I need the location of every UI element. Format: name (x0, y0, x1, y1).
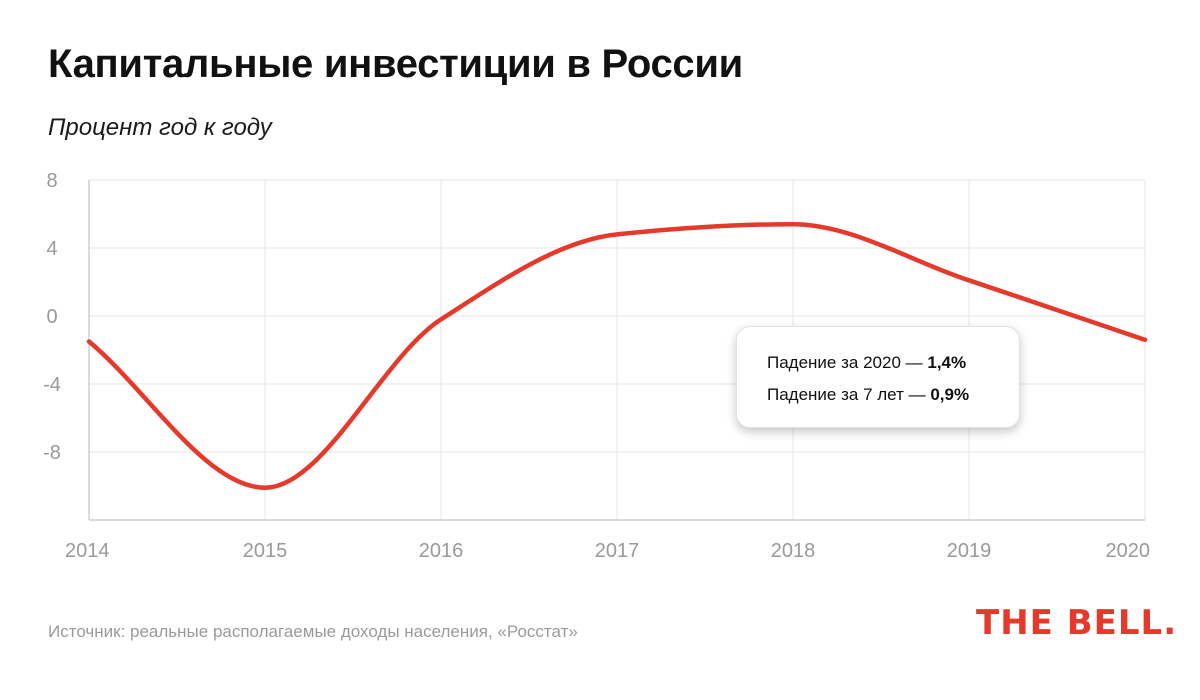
annotation-text: Падение за 2020 — (767, 353, 928, 372)
brand-logo: THE BELL. (976, 603, 1177, 643)
series-lines (86, 221, 1148, 490)
logo-dot: . (1163, 603, 1178, 643)
x-tick-label: 2019 (947, 540, 992, 562)
chart-subtitle: Процент год к году (48, 114, 272, 141)
y-tick-label: 0 (46, 306, 57, 328)
chart-title: Капитальные инвестиции в России (48, 42, 743, 86)
annotation-value: 1,4% (927, 353, 967, 372)
y-tick-label: 8 (46, 170, 57, 192)
axis-labels: 8 4 0 -4 -8 2014 2015 2016 2017 2018 2019 2020 (43, 170, 1150, 562)
x-tick-label: 2018 (771, 540, 816, 562)
y-tick-label: -4 (43, 374, 61, 396)
line-chart: 8 4 0 -4 -8 2014 2015 2016 2017 2018 2019 2020 (43, 170, 1150, 562)
series-line (86, 221, 1148, 490)
logo-text: THE BELL (976, 603, 1164, 643)
annotation-line-2020: Падение за 2020 — 1,4% (767, 347, 1019, 379)
y-tick-label: 4 (46, 238, 57, 260)
annotation-box: Падение за 2020 — 1,4% Падение за 7 лет … (736, 326, 1020, 428)
grid-lines (88, 179, 1146, 521)
annotation-text: Падение за 7 лет — (767, 385, 931, 404)
x-tick-label: 2016 (419, 540, 464, 562)
x-tick-label: 2020 (1106, 540, 1151, 562)
y-tick-label: -8 (43, 442, 61, 464)
annotation-value: 0,9% (930, 385, 970, 404)
x-tick-label: 2015 (243, 540, 288, 562)
x-tick-label: 2017 (595, 540, 640, 562)
annotation-line-7-years: Падение за 7 лет — 0,9% (767, 379, 1019, 411)
source-note: Источник: реальные располагаемые доходы … (48, 622, 578, 641)
x-tick-label: 2014 (65, 540, 110, 562)
